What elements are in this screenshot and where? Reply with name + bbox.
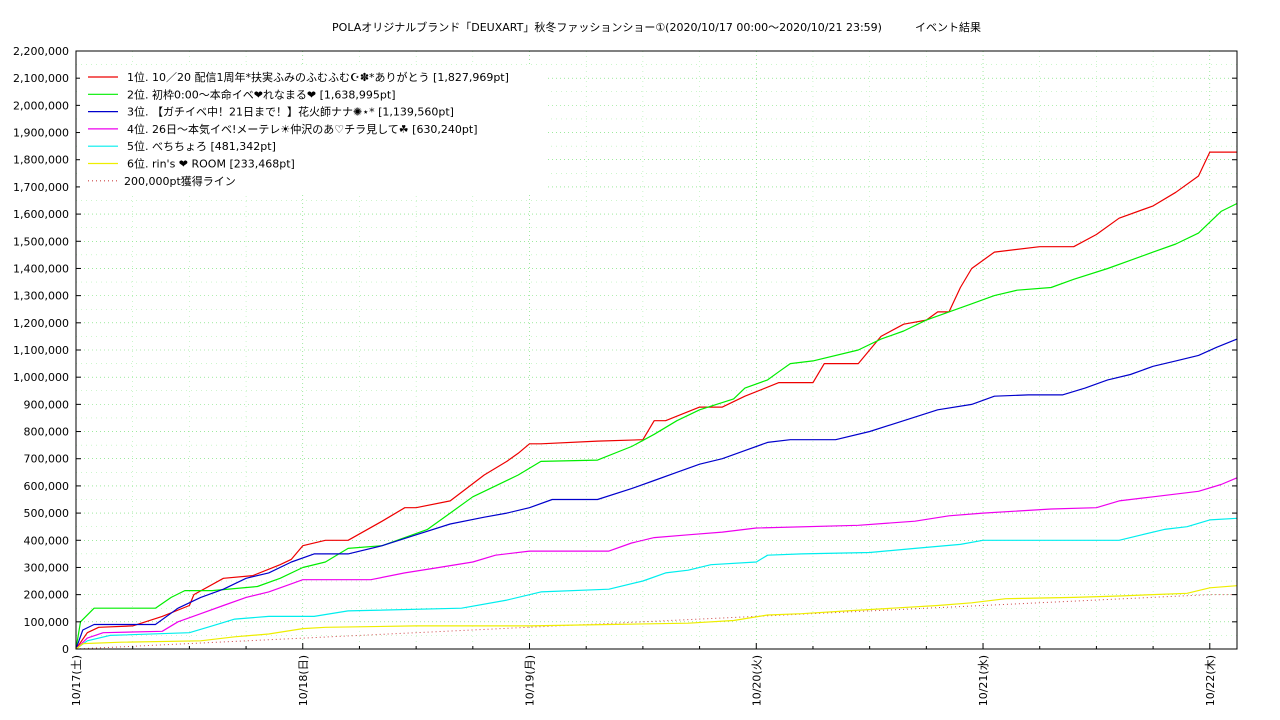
y-tick-label: 1,200,000: [13, 317, 69, 330]
series-line-1: [75, 151, 1237, 650]
y-tick-label: 800,000: [24, 426, 70, 439]
y-tick-label: 0: [62, 643, 69, 656]
y-tick-label: 500,000: [24, 507, 70, 520]
grid-layer: [76, 51, 1237, 649]
legend-entry: 200,000pt獲得ライン: [124, 175, 236, 188]
y-tick-label: 100,000: [24, 616, 70, 629]
legend-entry: 1位. 10／20 配信1周年*扶実ふみのふむふむ☪✽*ありがとう [1,827…: [127, 70, 509, 84]
y-tick-label: 600,000: [24, 480, 70, 493]
y-tick-label: 200,000: [24, 589, 70, 602]
y-tick-label: 700,000: [24, 453, 70, 466]
series-line-6: [75, 585, 1238, 650]
series-layer: [75, 151, 1238, 650]
legend-entry: 2位. 初枠0:00～本命イベ❤れなまる❤ [1,638,995pt]: [127, 87, 395, 101]
x-tick-label: 10/20(火): [750, 655, 763, 706]
y-tick-label: 1,700,000: [13, 181, 69, 194]
y-tick-label: 2,200,000: [13, 45, 69, 58]
y-tick-label: 1,900,000: [13, 127, 69, 140]
axis-layer: 0 100,000 200,000 300,000 400,000 500,000 600,…: [13, 45, 1237, 706]
series-line-4: [75, 477, 1238, 650]
legend-entry: 3位. 【ガチイベ中！21日まで！】花火師ナナ✺⋆* [1,139,560pt]: [127, 105, 454, 119]
y-tick-label: 1,600,000: [13, 208, 69, 221]
y-tick-label: 1,800,000: [13, 154, 69, 167]
series-line-3: [75, 338, 1238, 650]
legend-background: [80, 65, 548, 193]
chart-title: POLAオリジナルブランド「DEUXART」秋冬ファッションショー①(2020/…: [332, 20, 882, 34]
legend-entry: 6位. rin's ❤ ROOM [233,468pt]: [127, 157, 295, 171]
legend: 1位. 10／20 配信1周年*扶実ふみのふむふむ☪✽*ありがとう [1,827…: [80, 65, 548, 193]
y-tick-label: 900,000: [24, 398, 70, 411]
chart-title-suffix: イベント結果: [915, 20, 981, 34]
y-tick-label: 2,100,000: [13, 72, 69, 85]
legend-entry: 5位. べちちょろ [481,342pt]: [127, 139, 276, 153]
series-line-5: [75, 517, 1238, 650]
y-tick-label: 1,100,000: [13, 344, 69, 357]
legend-entry: 4位. 26日～本気イベ!メーテレ☀仲沢のあ♡チラ見して☘ [630,240pt…: [127, 122, 478, 136]
y-tick-label: 1,500,000: [13, 235, 69, 248]
x-tick-label: 10/18(日): [297, 655, 310, 706]
y-tick-label: 300,000: [24, 561, 70, 574]
x-tick-label: 10/19(月): [524, 655, 537, 706]
x-tick-label: 10/17(土): [70, 655, 83, 706]
y-tick-label: 1,300,000: [13, 290, 69, 303]
x-tick-label: 10/21(水): [977, 655, 990, 706]
y-tick-label: 2,000,000: [13, 99, 69, 112]
x-tick-label: 10/22(木): [1204, 655, 1217, 706]
y-tick-label: 1,000,000: [13, 371, 69, 384]
series-line-2: [75, 202, 1238, 650]
y-tick-label: 400,000: [24, 534, 70, 547]
y-tick-label: 1,400,000: [13, 262, 69, 275]
